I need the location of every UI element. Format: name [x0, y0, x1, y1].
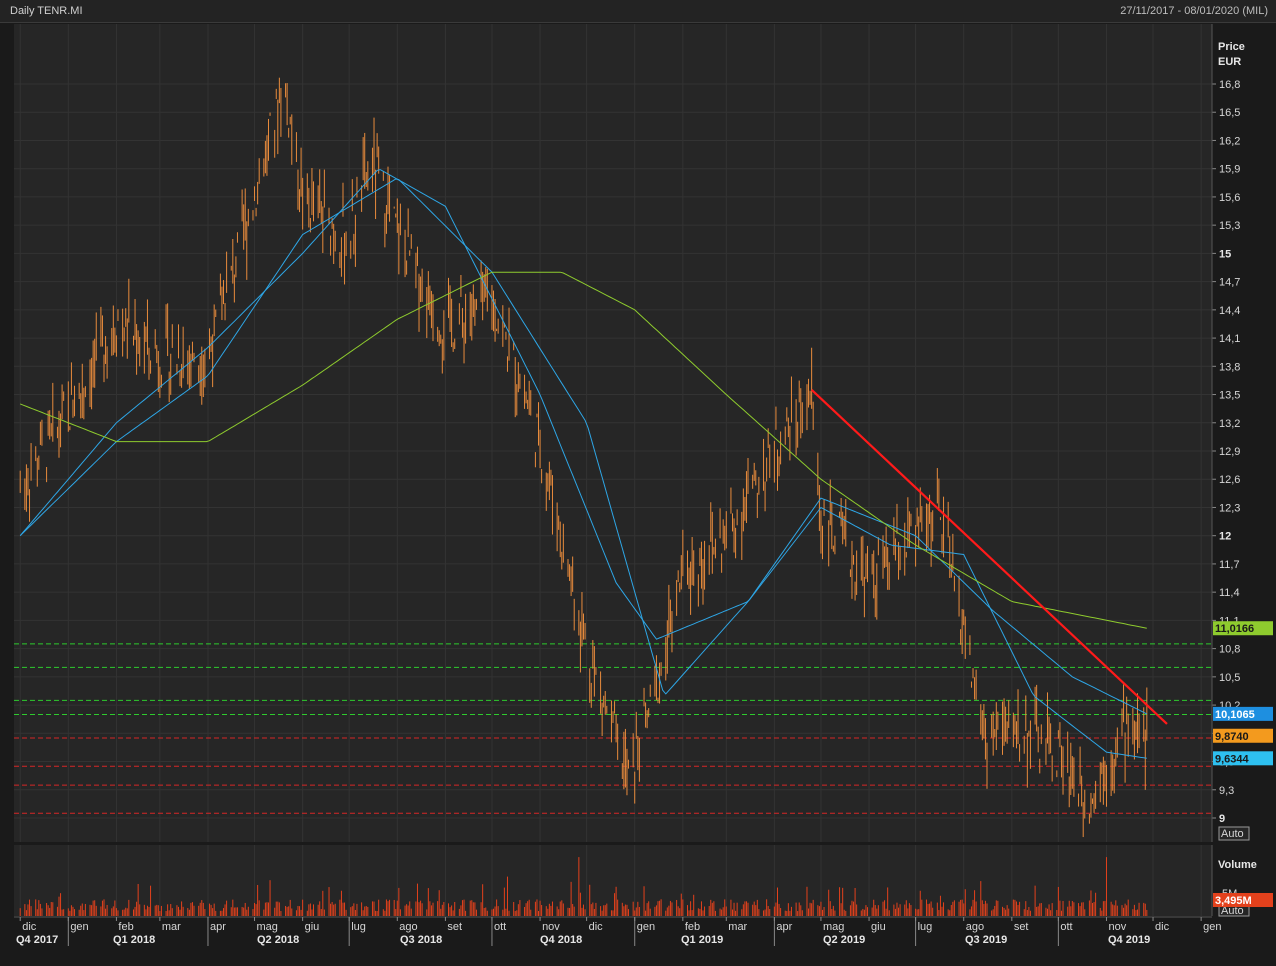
price-tick-label: 16,2 — [1219, 135, 1240, 147]
price-tick-label: 14,1 — [1219, 333, 1240, 345]
volume-auto-label: Auto — [1221, 905, 1244, 917]
quarter-label: Q1 2019 — [681, 934, 723, 946]
price-tick-label: 10,5 — [1219, 672, 1240, 684]
month-label: dic — [1155, 921, 1170, 933]
month-label: nov — [542, 921, 560, 933]
quarter-label: Q4 2017 — [16, 934, 58, 946]
quarter-label: Q2 2018 — [257, 934, 299, 946]
month-label: lug — [918, 921, 933, 933]
price-auto-box — [1218, 826, 1250, 841]
moving-averages — [19, 169, 1148, 759]
price-tick-label: 12,9 — [1219, 446, 1240, 458]
price-tick-label: 16,5 — [1219, 107, 1240, 119]
price-tick-label: 14,4 — [1219, 305, 1240, 317]
price-axis-unit: EUR — [1218, 56, 1241, 68]
trendline-group[interactable] — [810, 389, 1168, 725]
quarter-label: Q3 2019 — [965, 934, 1007, 946]
price-tick-label: 15 — [1219, 248, 1231, 260]
quarter-label: Q4 2019 — [1108, 934, 1150, 946]
title-bar: Daily TENR.MI 27/11/2017 - 08/01/2020 (M… — [0, 0, 1276, 23]
price-tick-label: 9,3 — [1219, 785, 1234, 797]
month-label: set — [1014, 921, 1029, 933]
value-tags: 11,0166 10,1065 9,8740 9,6344 3,495M — [1213, 621, 1273, 907]
month-label: feb — [118, 921, 133, 933]
price-tick-label: 11,4 — [1219, 587, 1240, 599]
volume-plot-area — [14, 845, 1212, 916]
price-tick-label: 14,7 — [1219, 277, 1240, 289]
grid-lines — [14, 24, 1212, 916]
price-tick-label: 13,2 — [1219, 418, 1240, 430]
month-label: dic — [22, 921, 37, 933]
price-tick-label: 12,3 — [1219, 502, 1240, 514]
ma-mid-tag: 9,6344 — [1215, 753, 1250, 765]
quarter-label: Q2 2019 — [823, 934, 865, 946]
month-label: nov — [1108, 921, 1126, 933]
month-label: feb — [685, 921, 700, 933]
price-tick-label: 13,8 — [1219, 361, 1240, 373]
month-label: ago — [399, 921, 417, 933]
price-plot-area — [14, 24, 1212, 842]
price-tick-label: 12,6 — [1219, 474, 1240, 486]
time-axis: dic gen feb mar apr mag giu lug ago set ott nov dic g… — [14, 916, 1221, 946]
price-tick-label: 10,8 — [1219, 644, 1240, 656]
chart-title: Daily TENR.MI — [10, 5, 83, 17]
price-tick-label: 15,3 — [1219, 220, 1240, 232]
price-tick-label: 15,6 — [1219, 192, 1240, 204]
last-price-tag: 9,8740 — [1215, 731, 1249, 743]
price-tick-label: 13,5 — [1219, 390, 1240, 402]
price-tick-label: 9 — [1219, 813, 1225, 825]
moving-average-line — [19, 169, 1147, 759]
ma-mid-tag-box — [1213, 751, 1273, 766]
volume-tag-box — [1213, 893, 1273, 907]
month-label: mag — [823, 921, 844, 933]
month-label: dic — [589, 921, 604, 933]
date-range: 27/11/2017 - 08/01/2020 (MIL) — [1120, 5, 1268, 17]
month-label: apr — [776, 921, 792, 933]
volume-axis-title: Volume — [1218, 859, 1257, 871]
month-label: giu — [305, 921, 320, 933]
ma-long-tag-box — [1213, 621, 1273, 636]
ma-short-tag: 10,1065 — [1215, 709, 1255, 721]
trendline[interactable] — [810, 389, 1168, 725]
month-label: gen — [1203, 921, 1221, 933]
price-tick-label: 16,8 — [1219, 79, 1240, 91]
price-axis-title: Price — [1218, 41, 1245, 53]
month-label: lug — [351, 921, 366, 933]
last-price-tag-box — [1213, 728, 1273, 743]
month-label: mar — [728, 921, 747, 933]
price-tick-label: 15,9 — [1219, 164, 1240, 176]
month-label: apr — [210, 921, 226, 933]
volume-tag: 3,495M — [1215, 895, 1252, 907]
price-tick-label: 11,7 — [1219, 559, 1240, 571]
quarter-label: Q3 2018 — [400, 934, 442, 946]
month-label: gen — [637, 921, 655, 933]
price-auto-label: Auto — [1221, 828, 1244, 840]
price-bars — [19, 77, 1148, 838]
month-label: giu — [871, 921, 886, 933]
moving-average-line — [20, 271, 1147, 629]
ma-long-tag: 11,0166 — [1215, 623, 1254, 635]
month-label: mar — [162, 921, 181, 933]
moving-average-line — [19, 178, 1148, 715]
volume-bars — [19, 857, 1148, 916]
price-tick-label: 12 — [1219, 531, 1231, 543]
month-label: ott — [1060, 921, 1072, 933]
ma-short-tag-box — [1213, 706, 1273, 721]
month-label: set — [447, 921, 462, 933]
month-label: mag — [257, 921, 278, 933]
month-label: ott — [494, 921, 506, 933]
quarter-label: Q4 2018 — [540, 934, 582, 946]
quarter-label: Q1 2018 — [113, 934, 155, 946]
month-label: ago — [966, 921, 984, 933]
month-label: gen — [70, 921, 88, 933]
